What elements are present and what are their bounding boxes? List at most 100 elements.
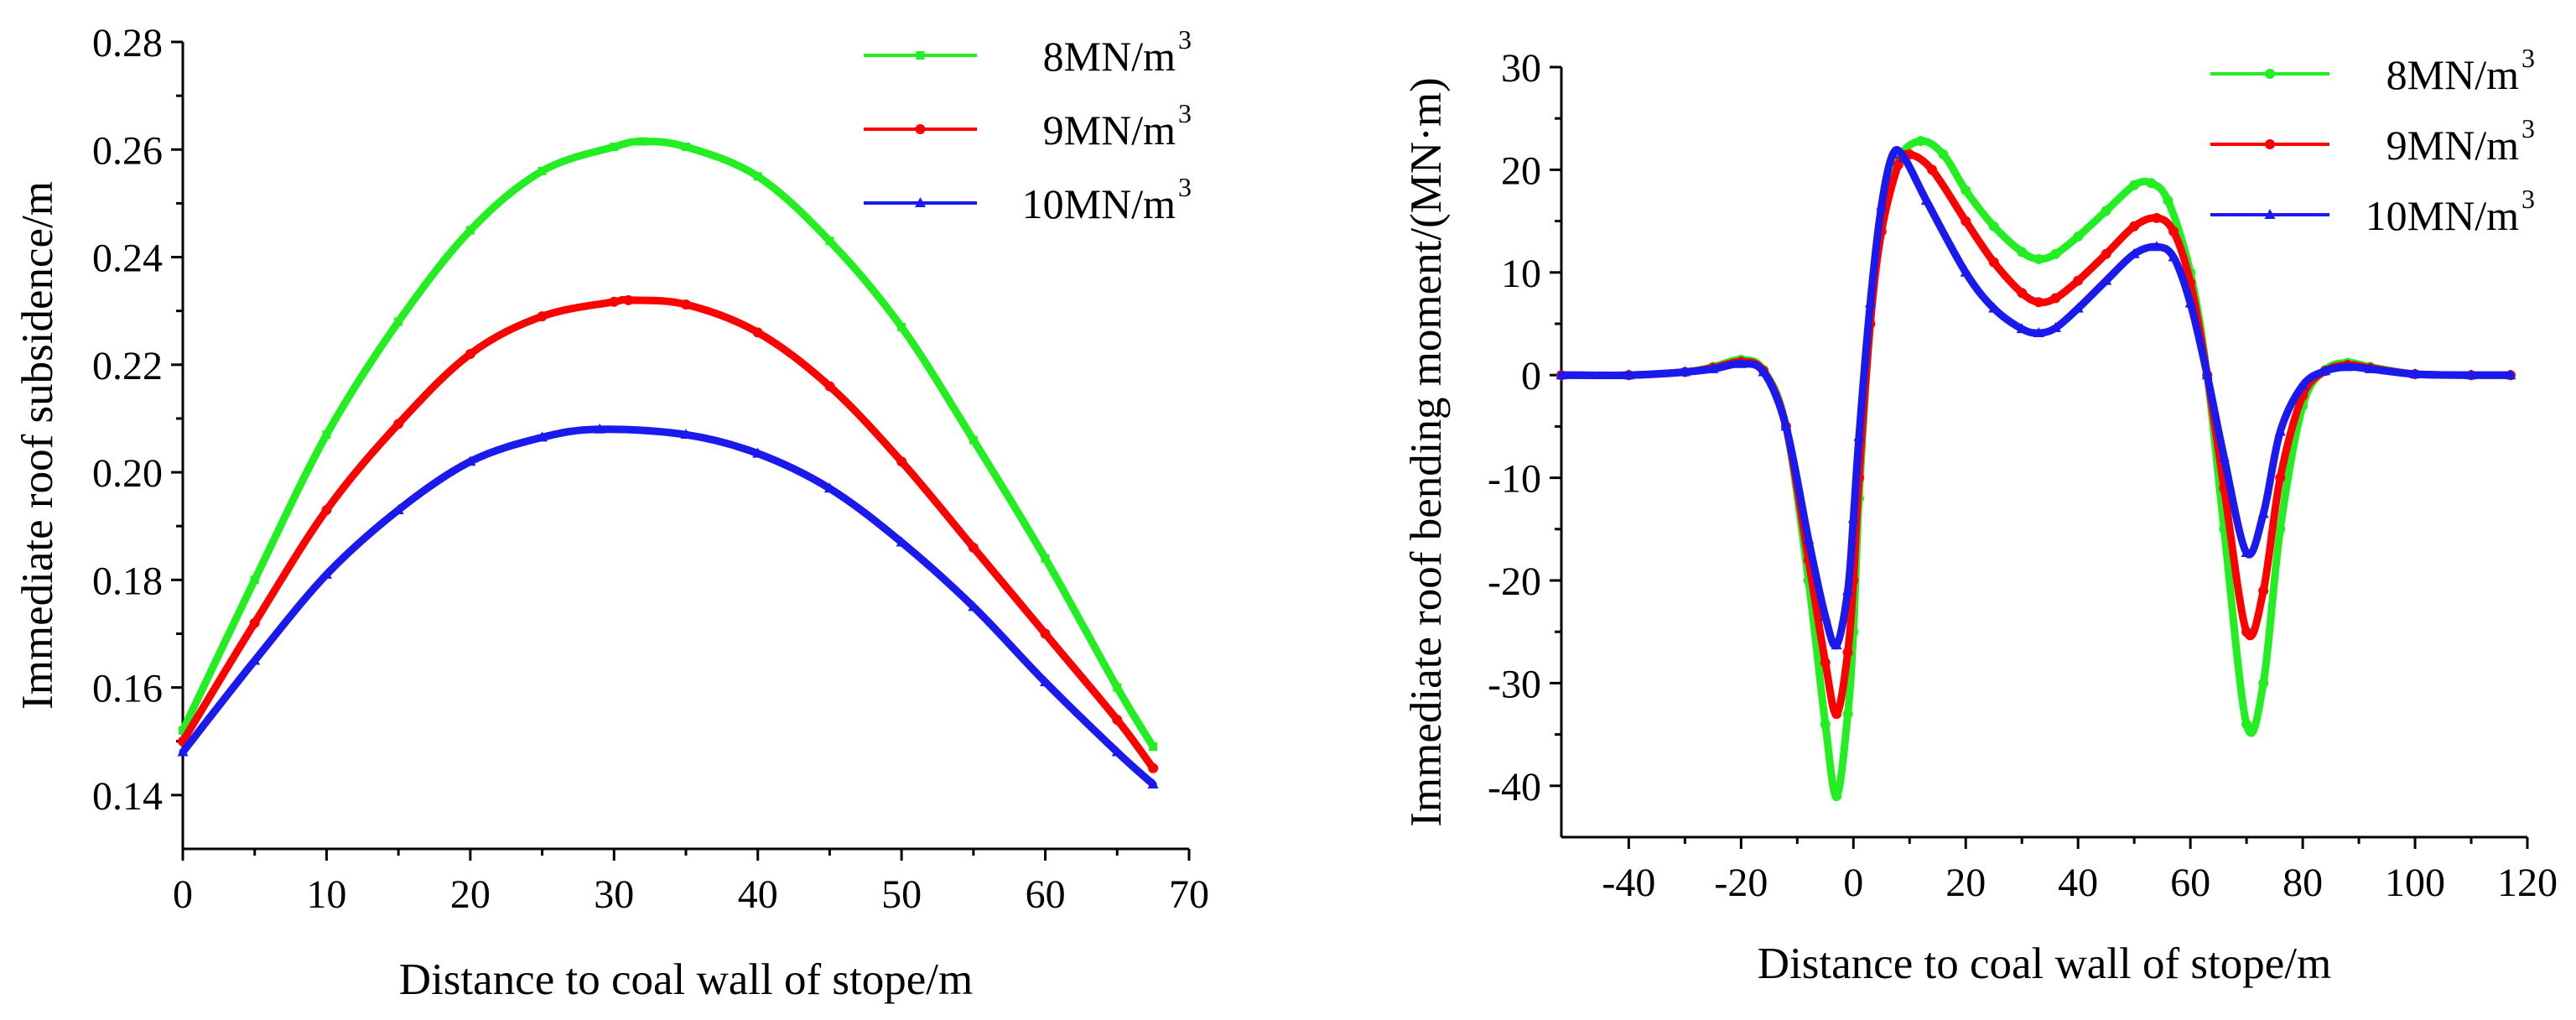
legend-marker	[2265, 139, 2275, 149]
legend-marker	[2265, 69, 2275, 79]
data-point	[680, 429, 692, 440]
y-tick-label: 10	[1501, 252, 1541, 296]
data-point	[1555, 369, 1567, 380]
series-1	[178, 294, 1159, 773]
data-point	[1915, 136, 1926, 147]
data-point	[2201, 369, 2213, 380]
data-point	[968, 542, 979, 553]
legend-marker	[916, 51, 925, 60]
legend-item: 8MN/m 3	[864, 24, 1192, 80]
data-point	[2342, 361, 2354, 372]
y-tick-label: -20	[1488, 559, 1541, 604]
chart-left-subsidence: 0 10 20 30 40 50 60 70 0.14 0.16 0.18 0.20 0.22 0.24 0…	[13, 21, 1209, 1004]
legend-label: 9MN/m	[2386, 122, 2519, 169]
y-tick-label: -40	[1488, 765, 1541, 809]
data-point	[752, 327, 763, 338]
data-point	[322, 430, 331, 440]
legend-label-exponent: 3	[1178, 98, 1192, 128]
data-point	[1842, 585, 1854, 596]
data-point	[1898, 151, 1910, 162]
data-point	[2101, 274, 2112, 285]
data-point	[1148, 762, 1159, 773]
data-point	[1961, 216, 1971, 226]
data-point	[1842, 647, 1853, 658]
x-tick-label: 20	[450, 872, 491, 917]
y-axis-title: Immediate roof subsidence/m	[13, 181, 62, 710]
data-point	[609, 296, 620, 307]
data-point	[2033, 253, 2044, 264]
data-point	[2050, 248, 2061, 259]
data-point	[1988, 302, 2000, 313]
data-point	[1988, 221, 1999, 232]
data-point	[2364, 362, 2376, 373]
y-tick-label: -30	[1488, 662, 1541, 706]
data-point	[465, 348, 475, 359]
x-tick-label: 50	[881, 872, 922, 917]
data-point	[2258, 585, 2269, 596]
data-point	[825, 237, 834, 246]
series-2	[1555, 146, 2516, 650]
data-point	[2146, 178, 2157, 189]
data-point	[1887, 148, 1898, 159]
data-point	[2297, 379, 2309, 390]
x-tick-label: 20	[1945, 861, 1986, 905]
data-point	[2275, 523, 2286, 534]
data-point	[2049, 321, 2061, 332]
data-point	[1847, 513, 1859, 523]
data-point	[594, 423, 605, 434]
data-point	[249, 617, 260, 628]
data-point	[969, 435, 978, 445]
data-point	[2168, 251, 2179, 262]
y-tick-label: 0.18	[92, 559, 163, 603]
data-point	[1988, 257, 1999, 268]
data-point	[2274, 425, 2286, 436]
y-tick-label: 0.16	[92, 667, 163, 711]
y-tick-label: 0	[1521, 354, 1541, 398]
data-point	[177, 746, 189, 757]
x-tick-label: -20	[1714, 861, 1768, 905]
y-tick-label: 0.14	[92, 774, 163, 819]
data-point	[823, 482, 835, 493]
data-point	[2101, 248, 2111, 259]
x-tick-label: -40	[1602, 861, 1655, 905]
legend-label-exponent: 3	[2521, 184, 2535, 214]
data-point	[2241, 719, 2252, 730]
data-point	[1113, 683, 1122, 692]
data-point	[2275, 472, 2286, 483]
data-point	[394, 317, 403, 326]
y-tick-label: 30	[1501, 46, 1541, 91]
legend-label-exponent: 3	[2521, 43, 2535, 73]
data-point	[1820, 610, 1831, 621]
data-point	[1864, 297, 1876, 308]
data-point	[537, 431, 548, 442]
data-point	[610, 143, 619, 152]
data-point	[896, 456, 907, 467]
data-point	[1040, 676, 1052, 687]
data-point	[1041, 554, 1050, 563]
data-point	[1853, 430, 1865, 441]
series-line	[179, 138, 1157, 751]
x-tick-label: 40	[2058, 861, 2098, 905]
x-tick-label: 30	[594, 872, 634, 917]
y-tick-label: 0.28	[92, 21, 163, 65]
legend-label: 10MN/m	[2366, 192, 2519, 239]
data-point	[2241, 546, 2252, 557]
x-tick-label: 0	[173, 872, 193, 917]
data-point	[1758, 366, 1769, 377]
series-line	[179, 425, 1157, 788]
data-point	[2073, 275, 2084, 286]
data-point	[465, 455, 476, 466]
data-point	[2505, 369, 2516, 380]
x-tick-label: 80	[2283, 861, 2323, 905]
series-2	[177, 423, 1159, 789]
series-0	[179, 137, 1158, 752]
data-point	[752, 447, 764, 458]
data-point	[392, 503, 404, 514]
data-point	[2319, 365, 2331, 376]
legend-label: 8MN/m	[2386, 51, 2519, 98]
legend-marker	[915, 197, 926, 207]
data-point	[1831, 709, 1842, 720]
x-axis-title: Distance to coal wall of stope/m	[399, 955, 973, 1004]
data-point	[1831, 639, 1842, 650]
data-point	[1803, 533, 1815, 544]
